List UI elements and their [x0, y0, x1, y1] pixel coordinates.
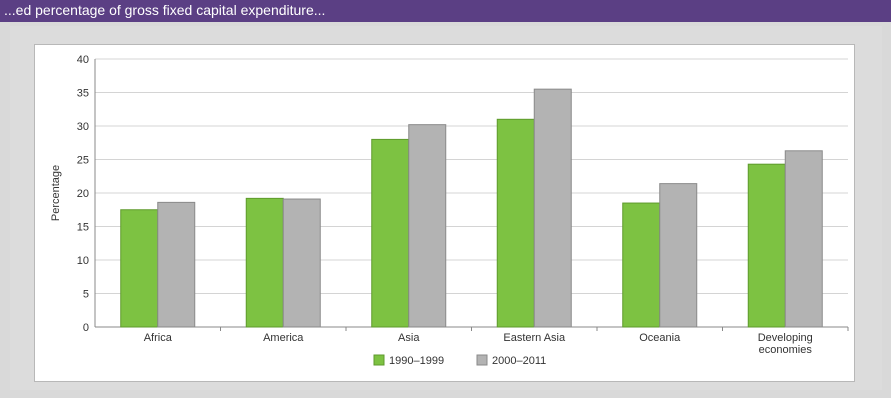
x-category-label: America: [263, 332, 304, 344]
bar: [622, 202, 661, 328]
x-category-label: Eastern Asia: [503, 332, 566, 344]
bar: [533, 88, 572, 328]
y-tick-label: 15: [77, 222, 89, 234]
bar-chart: 0 5 10 15 20 25 30 35 40 Percentage Africa America A…: [50, 54, 849, 367]
legend-label: 2000–2011: [492, 355, 546, 367]
y-tick-label: 10: [77, 255, 89, 267]
bar: [659, 183, 698, 328]
bar: [371, 138, 410, 328]
y-axis-title: Percentage: [50, 165, 62, 221]
y-tick-label: 20: [77, 188, 89, 200]
y-tick-label: 35: [77, 88, 89, 100]
bar: [245, 197, 284, 328]
x-category-label: Oceania: [639, 332, 681, 344]
x-category-label: Asia: [398, 332, 420, 344]
bar: [496, 118, 535, 328]
legend-label: 1990–1999: [389, 355, 444, 367]
x-category-label: Developing: [758, 332, 813, 344]
bar: [282, 198, 321, 328]
y-tick-label: 0: [83, 322, 89, 334]
legend-swatch: [373, 354, 385, 366]
bar: [120, 209, 159, 328]
bar: [157, 201, 196, 328]
header-caption: ...ed percentage of gross fixed capital …: [4, 2, 326, 18]
bar: [747, 163, 786, 328]
header-band: ...ed percentage of gross fixed capital …: [0, 0, 891, 22]
legend-swatch: [476, 354, 488, 366]
y-tick-label: 25: [77, 155, 89, 167]
y-tick-label: 40: [77, 54, 89, 66]
y-tick-label: 5: [83, 289, 89, 301]
chart-frame: 0 5 10 15 20 25 30 35 40 Percentage Africa America A…: [34, 44, 855, 382]
bar: [408, 124, 447, 328]
x-category-label: Africa: [144, 332, 173, 344]
bar: [784, 150, 823, 328]
y-tick-label: 30: [77, 121, 89, 133]
x-category-label: economies: [759, 344, 813, 356]
